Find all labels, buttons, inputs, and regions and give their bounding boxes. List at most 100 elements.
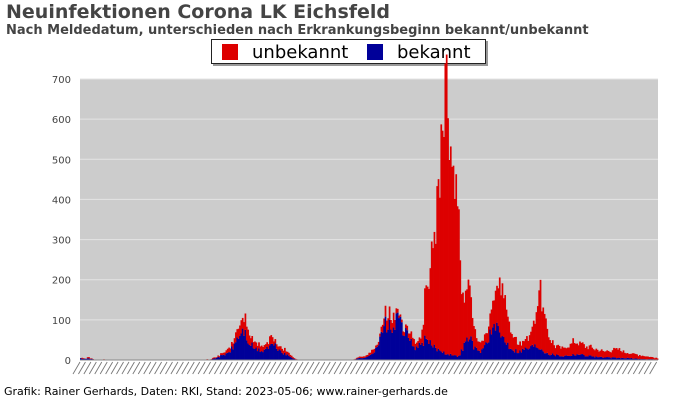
bar-bekannt [570, 355, 573, 360]
x-tick-mark [594, 361, 603, 375]
bar-bekannt [392, 327, 395, 360]
bar-bekannt [528, 348, 531, 360]
bar-unbekannt [496, 285, 498, 323]
bar-unbekannt [414, 343, 417, 351]
bar-unbekannt [281, 348, 283, 353]
bar-bekannt [556, 354, 558, 360]
x-tick-mark [110, 361, 119, 375]
bar-unbekannt [266, 342, 269, 347]
x-tick-mark [317, 361, 326, 375]
bar-bekannt [277, 350, 279, 360]
bar-bekannt [580, 354, 583, 360]
chart-title: Neuinfektionen Corona LK Eichsfeld [6, 1, 391, 23]
bar-bekannt [538, 349, 541, 360]
bar-unbekannt [466, 289, 468, 338]
x-tick-mark [94, 361, 103, 375]
bar-unbekannt [88, 357, 90, 359]
chart-subtitle: Nach Meldedatum, unterschieden nach Erkr… [6, 23, 589, 38]
bar-bekannt [524, 347, 527, 360]
bar-bekannt [523, 349, 526, 360]
bar-unbekannt [585, 346, 588, 357]
bar-unbekannt [494, 290, 497, 331]
bar-unbekannt [211, 357, 214, 359]
chart-legend: unbekannt bekannt [211, 39, 486, 64]
bar-unbekannt [376, 344, 379, 347]
x-tick-mark [453, 361, 462, 375]
x-tick-mark [203, 361, 211, 375]
x-tick-mark [535, 361, 543, 375]
bar-unbekannt [434, 243, 437, 348]
bar-bekannt [481, 349, 483, 360]
bar-bekannt [409, 340, 411, 360]
bar-bekannt [584, 356, 587, 360]
bar-unbekannt [580, 342, 583, 355]
bar-unbekannt [425, 285, 428, 339]
bar-bekannt [485, 342, 487, 360]
bar-unbekannt [569, 343, 572, 357]
bar-unbekannt [516, 344, 519, 354]
bar-unbekannt [648, 357, 651, 360]
bar-bekannt [482, 348, 485, 360]
bar-bekannt [470, 336, 473, 360]
bar-unbekannt [260, 345, 263, 352]
x-tick-mark [475, 361, 483, 375]
bar-unbekannt [273, 341, 275, 346]
bar-bekannt [519, 350, 521, 360]
x-tick-mark [328, 361, 337, 375]
bar-bekannt [390, 329, 392, 360]
bar-bekannt [606, 357, 609, 360]
bar-unbekannt [390, 320, 392, 330]
bar-bekannt [585, 356, 588, 360]
bar-bekannt [560, 356, 562, 360]
bar-bekannt [222, 354, 225, 360]
x-tick-mark [486, 361, 494, 375]
bar-bekannt [273, 345, 275, 360]
bar-bekannt [478, 350, 481, 360]
bar-unbekannt [628, 354, 630, 359]
bar-unbekannt [384, 305, 387, 317]
bar-bekannt [458, 355, 460, 360]
bar-unbekannt [244, 313, 247, 330]
bar-unbekannt [439, 197, 441, 351]
bar-unbekannt [538, 290, 541, 350]
bar-bekannt [611, 357, 614, 360]
bar-bekannt [279, 350, 282, 360]
x-tick-mark [208, 361, 217, 375]
bar-bekannt [400, 322, 403, 360]
bar-bekannt [430, 345, 433, 360]
bar-bekannt [456, 356, 459, 360]
x-tick-mark [583, 361, 592, 375]
x-tick-mark [616, 361, 625, 375]
x-tick-mark [371, 361, 380, 375]
bar-bekannt [406, 330, 409, 360]
bar-unbekannt [270, 335, 273, 344]
bar-unbekannt [371, 349, 373, 355]
bar-bekannt [255, 347, 258, 360]
bar-unbekannt [274, 339, 277, 344]
bar-bekannt [251, 342, 254, 360]
x-tick-mark [638, 361, 647, 375]
bar-unbekannt [579, 341, 581, 355]
x-tick-mark [605, 361, 614, 375]
bar-bekannt [583, 354, 585, 360]
legend-swatch-unbekannt [222, 44, 238, 60]
bar-bekannt [357, 358, 360, 360]
x-tick-mark [578, 361, 587, 375]
bar-bekannt [235, 342, 237, 360]
x-tick-mark [556, 361, 565, 375]
x-tick-mark [181, 361, 190, 375]
bar-unbekannt [617, 349, 619, 359]
bar-unbekannt [638, 355, 641, 359]
bar-bekannt [581, 354, 584, 360]
bar-bekannt [575, 355, 577, 360]
bar-bekannt [587, 356, 589, 360]
footer-credit: Grafik: Rainer Gerhards, Daten: RKI, Sta… [4, 385, 448, 398]
bar-unbekannt [232, 343, 235, 350]
bar-unbekannt [415, 342, 418, 347]
bar-bekannt [500, 337, 502, 360]
bar-bekannt [233, 343, 236, 360]
bar-bekannt [624, 358, 626, 360]
x-tick-mark [105, 361, 114, 375]
bar-bekannt [434, 347, 437, 360]
